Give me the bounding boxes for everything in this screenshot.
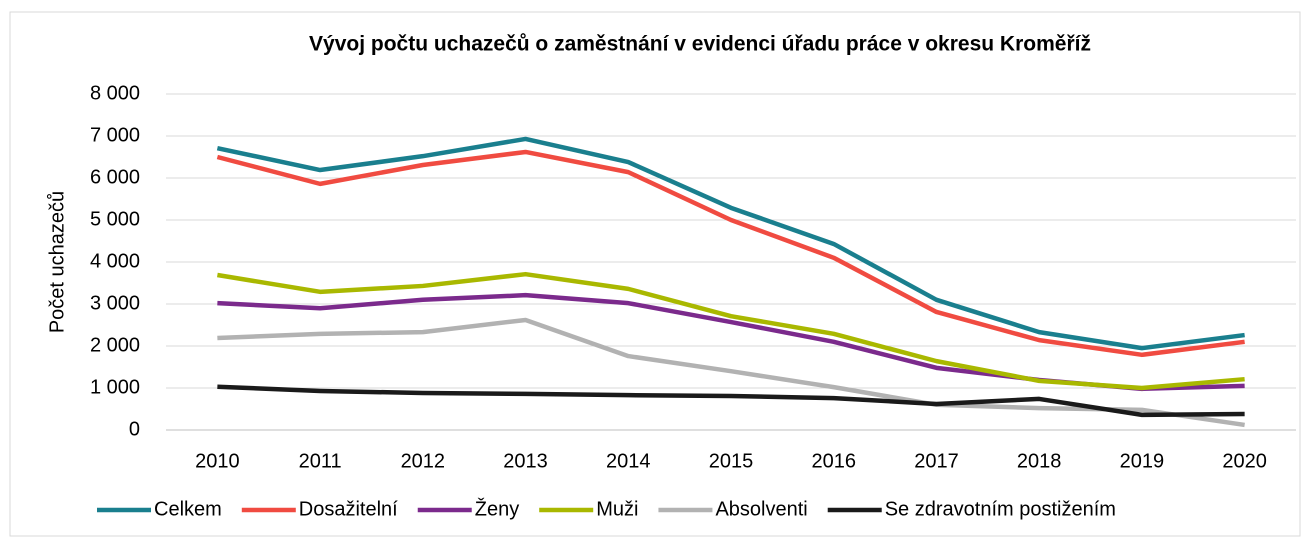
y-tick-label: 4 000: [90, 250, 140, 272]
y-tick-label: 7 000: [90, 124, 140, 146]
x-tick-label: 2010: [195, 450, 240, 472]
legend-label: Absolventi: [715, 498, 807, 520]
y-tick-label: 8 000: [90, 82, 140, 104]
x-tick-label: 2011: [299, 450, 342, 472]
x-tick-label: 2019: [1120, 450, 1165, 472]
y-tick-label: 6 000: [90, 166, 140, 188]
series-line: [217, 384, 1245, 418]
x-tick-label: 2020: [1222, 450, 1267, 472]
x-tick-label: 2015: [709, 450, 754, 472]
y-tick-label: 1 000: [90, 376, 140, 398]
y-tick-label: 2 000: [90, 334, 140, 356]
y-tick-label: 0: [129, 418, 140, 440]
x-tick-label: 2012: [401, 450, 446, 472]
series-line: [216, 149, 1245, 358]
x-tick-label: 2016: [811, 450, 856, 472]
y-tick-label: 3 000: [90, 292, 140, 314]
legend-label: Dosažitelní: [299, 498, 398, 520]
series-line: [217, 317, 1245, 428]
chart-title: Vývoj počtu uchazečů o zaměstnání v evid…: [309, 33, 1091, 56]
x-tick-label: 2017: [914, 450, 959, 472]
y-axis-label: Počet uchazečů: [46, 191, 68, 333]
y-tick-label: 5 000: [90, 208, 140, 230]
legend-label: Celkem: [154, 498, 222, 520]
series-line: [217, 271, 1245, 391]
legend-label: Se zdravotním postižením: [885, 498, 1116, 520]
legend-label: Ženy: [475, 497, 519, 520]
legend-label: Muži: [596, 498, 638, 520]
series-line: [216, 136, 1245, 351]
x-tick-label: 2014: [606, 450, 651, 472]
x-tick-label: 2018: [1017, 450, 1062, 472]
x-tick-label: 2013: [503, 450, 548, 472]
